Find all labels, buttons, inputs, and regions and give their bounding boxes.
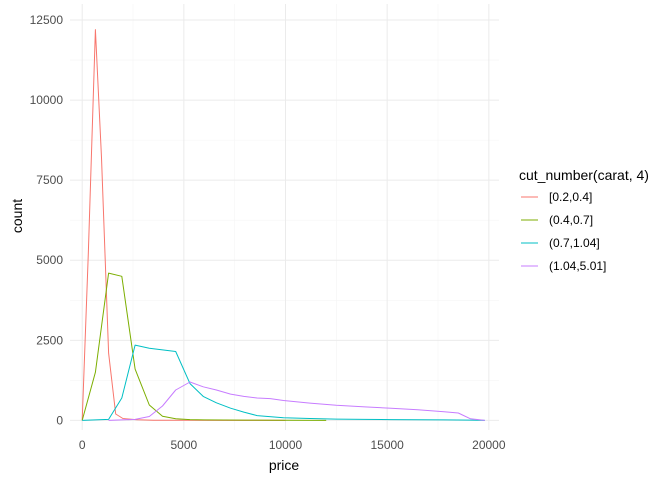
series-lines [81,29,485,421]
y-tick-labels: 0 2500 5000 7500 10000 12500 [30,13,64,427]
legend-label-2: (0.4,0.7] [549,213,593,227]
x-tick-label: 15000 [370,438,404,452]
x-tick-label: 20000 [472,438,506,452]
legend-label-4: (1.04,5.01] [549,259,606,273]
legend-title: cut_number(carat, 4) [519,167,649,183]
y-tick-label: 7500 [36,173,63,187]
y-tick-label: 2500 [36,333,63,347]
legend-label-1: [0.2,0.4] [549,190,592,204]
legend-label-3: (0.7,1.04] [549,236,600,250]
grid-lines [70,4,499,430]
legend-items: [0.2,0.4] (0.4,0.7] (0.7,1.04] (1.04,5.01] [521,190,606,273]
y-tick-label: 10000 [30,93,64,107]
x-tick-label: 5000 [171,438,198,452]
y-axis-title: count [9,199,25,233]
legend: cut_number(carat, 4) [0.2,0.4] (0.4,0.7] (… [519,167,649,273]
y-tick-label: 0 [56,413,63,427]
series-line-1 [81,29,286,421]
series-line-3 [82,344,485,421]
series-line-4 [108,381,485,421]
x-axis-title: price [269,457,300,473]
series-line-2 [81,272,327,421]
x-tick-label: 10000 [269,438,303,452]
y-tick-label: 12500 [30,13,64,27]
x-tick-labels: 0 5000 10000 15000 20000 [79,438,506,452]
y-tick-label: 5000 [36,253,63,267]
x-tick-label: 0 [79,438,86,452]
